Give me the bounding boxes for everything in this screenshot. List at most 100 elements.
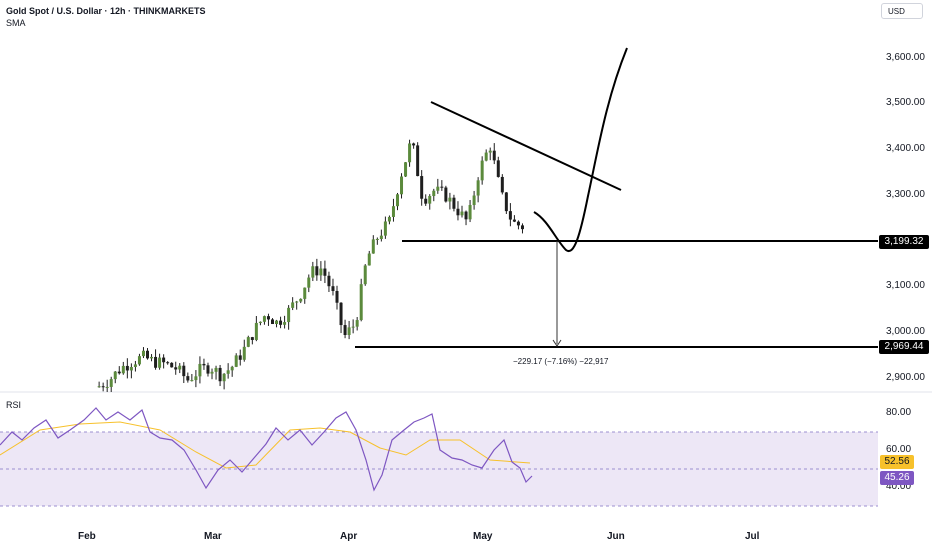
candle-body	[436, 186, 440, 191]
candle-body	[295, 301, 299, 303]
candle-body	[178, 365, 182, 370]
time-label-may: May	[473, 531, 493, 542]
candle-body	[246, 337, 250, 347]
chart-header: Gold Spot / U.S. Dollar · 12h · THINKMAR…	[6, 5, 206, 29]
candle-body	[210, 371, 214, 374]
candle-body	[440, 186, 444, 188]
candle-body	[428, 196, 432, 204]
candle-body	[359, 284, 363, 321]
time-label-jul: Jul	[745, 531, 760, 542]
candle-body	[400, 176, 404, 195]
candle-body	[379, 235, 383, 239]
time-label-feb: Feb	[78, 531, 96, 542]
candle-body	[307, 277, 311, 288]
candle-body	[315, 266, 319, 276]
candle-body	[230, 366, 234, 371]
candle-body	[117, 371, 121, 374]
candle-body	[162, 357, 166, 363]
candle-body	[242, 346, 246, 360]
candle-body	[404, 162, 408, 177]
candle-body	[339, 302, 343, 326]
price-axis[interactable]: 3,600.00 3,500.00 3,400.00 3,300.00 3,10…	[880, 0, 932, 392]
candle-body	[383, 221, 387, 236]
candle-body	[250, 337, 254, 340]
candle-body	[488, 150, 492, 153]
currency-button[interactable]: USD	[881, 3, 923, 19]
support-price-label: 3,199.32	[879, 235, 929, 249]
candle-body	[484, 152, 488, 161]
candle-body	[496, 160, 500, 177]
candle-body	[194, 376, 198, 381]
candle-body	[174, 367, 178, 370]
candle-body	[222, 373, 226, 382]
candle-body	[133, 364, 137, 368]
candle-body	[287, 307, 291, 323]
candle-body	[331, 286, 335, 291]
candle-body	[420, 176, 424, 199]
candle-body	[456, 208, 460, 216]
rsi-label[interactable]: RSI	[6, 400, 22, 410]
candle-body	[432, 190, 436, 197]
rsi-tick: 80.00	[886, 407, 912, 418]
candle-body	[319, 268, 323, 276]
symbol-title[interactable]: Gold Spot / U.S. Dollar · 12h · THINKMAR…	[6, 6, 206, 16]
candle-body	[154, 356, 158, 368]
candle-body	[500, 176, 504, 193]
candle-body	[343, 325, 347, 335]
candle-body	[206, 365, 210, 374]
candle-body	[327, 275, 331, 287]
candle-body	[125, 365, 129, 371]
candle-body	[452, 197, 456, 209]
candle-body	[464, 211, 468, 220]
candle-body	[516, 221, 520, 226]
candle-body	[109, 379, 113, 387]
candle-body	[412, 143, 416, 146]
candle-body	[416, 145, 420, 177]
candle-body	[113, 371, 117, 380]
candle-body	[262, 316, 266, 322]
projection-path[interactable]	[533, 47, 628, 253]
candle-body	[508, 211, 512, 220]
candle-body	[391, 206, 395, 217]
candle-body	[275, 320, 279, 325]
candle-body	[351, 326, 355, 328]
candle-body	[129, 367, 133, 371]
candle-body	[303, 287, 307, 299]
candle-body	[270, 319, 274, 325]
rsi-tick: 40.00	[886, 481, 912, 492]
price-tick: 3,300.00	[886, 189, 925, 200]
candle-body	[166, 362, 170, 364]
price-tick: 3,600.00	[886, 52, 925, 63]
candle-body	[198, 363, 202, 377]
candle-body	[105, 386, 109, 388]
candle-body	[472, 195, 476, 206]
candle-body	[512, 219, 516, 222]
price-tick: 3,100.00	[886, 280, 925, 291]
candle-body	[150, 356, 154, 359]
candle-body	[141, 350, 145, 357]
candle-body	[254, 322, 258, 340]
resistance-trendline[interactable]	[430, 101, 622, 191]
candle-body	[367, 253, 371, 266]
candle-body	[408, 143, 412, 163]
candle-body	[101, 386, 105, 388]
candle-body	[468, 205, 472, 220]
candle-body	[279, 320, 283, 325]
candle-body	[266, 316, 270, 320]
rsi-line	[0, 407, 533, 492]
candle-body	[492, 150, 496, 161]
candle-body	[476, 180, 480, 196]
candle-body	[214, 367, 218, 372]
indicator-label[interactable]: SMA	[6, 18, 26, 28]
candle-body	[444, 187, 448, 202]
candles-group	[97, 139, 524, 392]
candle-body	[226, 370, 230, 374]
candle-body	[258, 321, 262, 323]
measure-arrow	[552, 339, 562, 347]
candle-body	[182, 365, 186, 377]
price-tick: 2,900.00	[886, 372, 925, 383]
candle-body	[170, 362, 174, 368]
candle-body	[424, 198, 428, 204]
price-tick: 3,500.00	[886, 97, 925, 108]
